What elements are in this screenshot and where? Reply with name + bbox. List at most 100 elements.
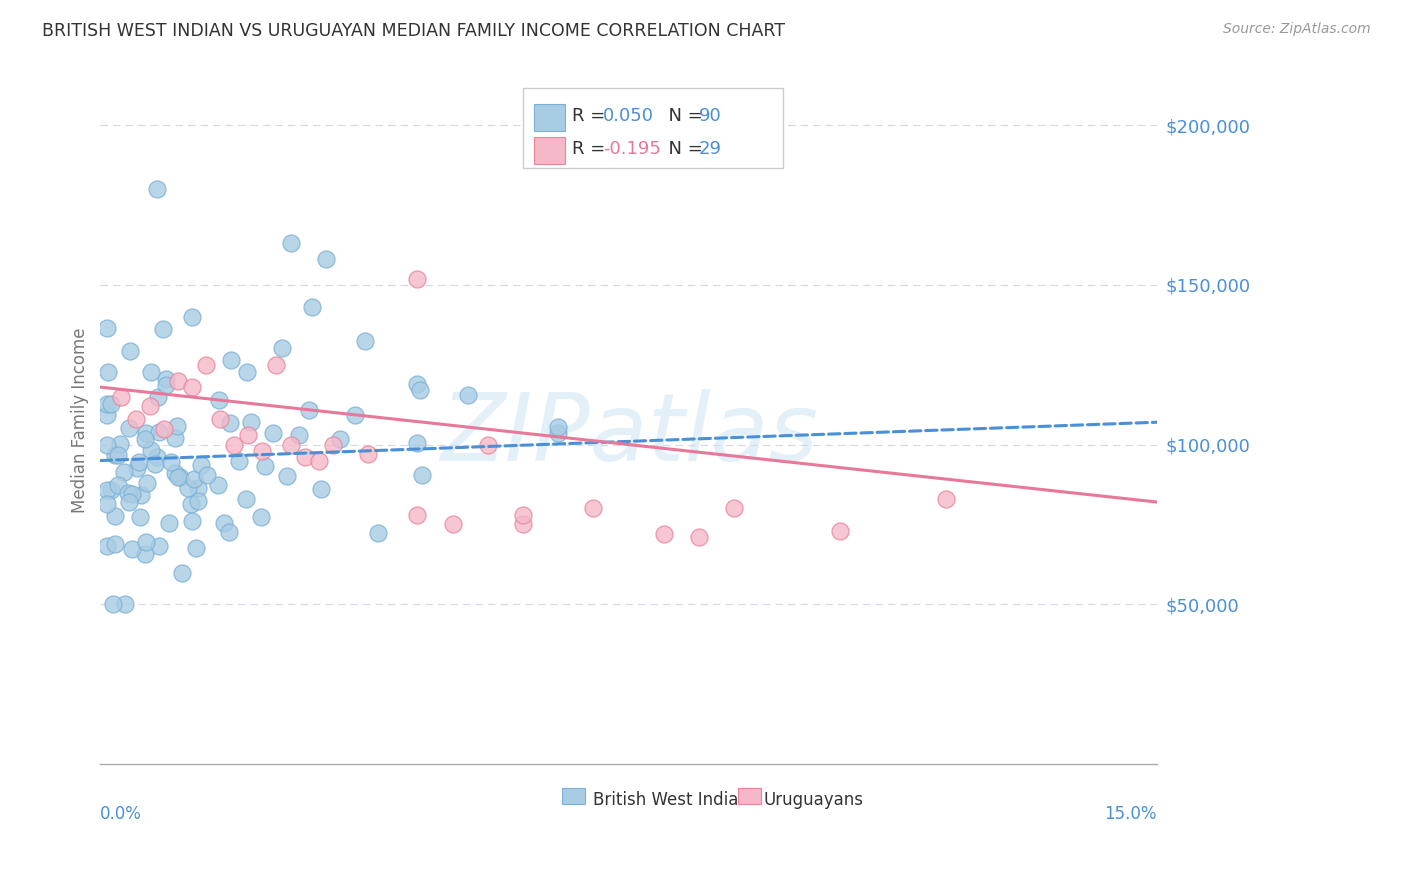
Point [252, 444, 274, 458]
Point [195, 467, 218, 482]
Point [688, 530, 710, 544]
Text: Source: ZipAtlas.com: Source: ZipAtlas.com [1223, 22, 1371, 37]
Point [125, 460, 148, 475]
Point [139, 442, 162, 457]
Point [170, 566, 193, 581]
Point [212, 516, 235, 531]
Point [195, 358, 218, 372]
Point [406, 508, 429, 522]
Point [118, 495, 141, 509]
Point [96, 539, 118, 553]
Point [441, 517, 464, 532]
Point [181, 380, 204, 394]
Point [512, 517, 534, 532]
Point [406, 271, 429, 285]
Point [219, 352, 242, 367]
Point [406, 376, 429, 391]
Point [96, 408, 118, 422]
Point [411, 468, 433, 483]
Point [181, 310, 204, 324]
Point [145, 182, 167, 196]
Point [309, 482, 332, 496]
Point [124, 412, 146, 426]
Point [135, 426, 157, 441]
Point [935, 491, 957, 506]
Point [280, 437, 302, 451]
Point [96, 483, 118, 497]
Point [117, 485, 139, 500]
Point [276, 469, 298, 483]
Point [103, 597, 125, 611]
Point [240, 415, 263, 429]
Point [322, 437, 344, 451]
Point [218, 524, 240, 539]
Point [96, 397, 118, 411]
Point [167, 470, 190, 484]
Point [159, 455, 181, 469]
Point [181, 514, 204, 528]
Point [406, 435, 429, 450]
Point [184, 541, 207, 555]
Point [238, 428, 260, 442]
Point [166, 418, 188, 433]
Point [652, 527, 675, 541]
Point [547, 420, 569, 434]
Point [280, 236, 302, 251]
Point [298, 402, 321, 417]
Point [121, 487, 143, 501]
Point [96, 320, 118, 334]
Point [367, 526, 389, 541]
Point [183, 472, 205, 486]
Point [146, 450, 169, 464]
Point [110, 390, 132, 404]
Point [224, 437, 246, 451]
Point [209, 412, 232, 426]
Point [266, 358, 288, 372]
Point [96, 497, 118, 511]
Point [218, 416, 240, 430]
Point [148, 540, 170, 554]
Point [547, 425, 569, 440]
Point [329, 432, 352, 446]
Point [100, 397, 122, 411]
Text: -0.195: -0.195 [603, 140, 661, 159]
Point [457, 388, 479, 402]
Text: 0.0%: 0.0% [100, 805, 142, 823]
Point [107, 448, 129, 462]
Point [235, 365, 257, 379]
Point [134, 547, 156, 561]
Point [828, 524, 851, 538]
Point [315, 252, 337, 267]
Text: R =: R = [572, 107, 612, 126]
Point [163, 466, 186, 480]
Point [146, 390, 169, 404]
Text: ZIPatlas: ZIPatlas [440, 389, 817, 480]
Point [104, 448, 127, 462]
Point [114, 597, 136, 611]
Point [107, 477, 129, 491]
Point [108, 437, 131, 451]
Text: R =: R = [572, 140, 612, 159]
Point [134, 432, 156, 446]
Point [104, 509, 127, 524]
Point [100, 483, 122, 497]
Text: N =: N = [657, 107, 709, 126]
Point [138, 399, 160, 413]
Point [409, 383, 432, 397]
Text: 0.050: 0.050 [603, 107, 654, 126]
Point [177, 482, 200, 496]
Point [157, 516, 180, 530]
Text: British West Indians: British West Indians [593, 791, 758, 809]
Point [155, 372, 177, 386]
Point [121, 541, 143, 556]
Point [135, 476, 157, 491]
Point [288, 428, 311, 442]
Point [155, 377, 177, 392]
Point [180, 497, 202, 511]
Point [152, 322, 174, 336]
Point [129, 510, 152, 524]
Point [169, 470, 191, 484]
Y-axis label: Median Family Income: Median Family Income [72, 328, 89, 514]
Point [187, 481, 209, 495]
Point [152, 422, 174, 436]
